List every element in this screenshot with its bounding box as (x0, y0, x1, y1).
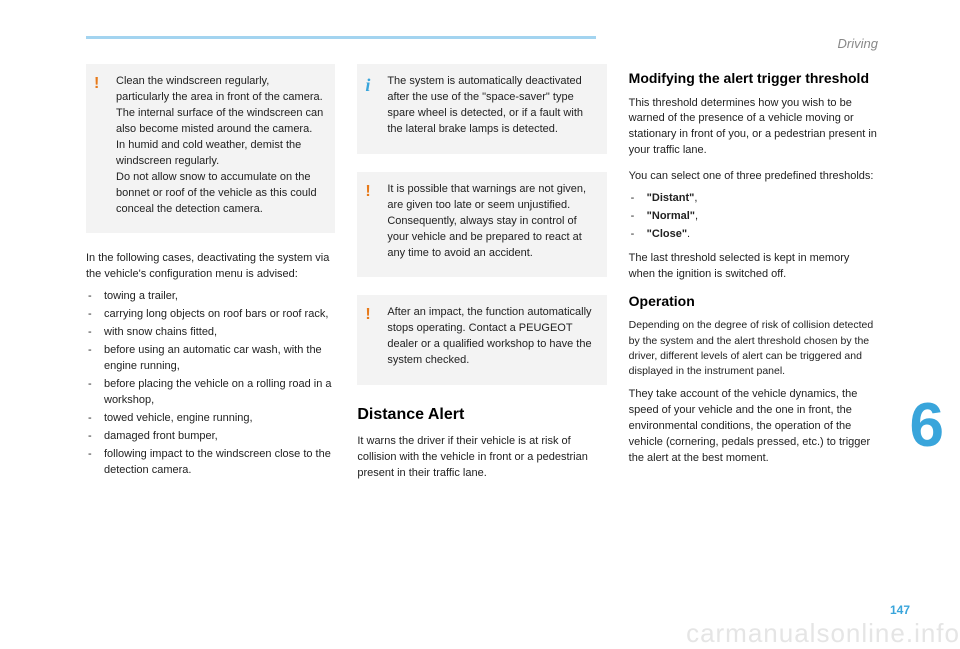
list-item: towing a trailer, (86, 289, 335, 305)
threshold-list: "Distant", "Normal", "Close". (629, 191, 878, 243)
threshold-label: "Distant" (647, 192, 695, 204)
column-1: ! Clean the windscreen regularly, partic… (86, 64, 335, 488)
list-item-text: carrying long objects on roof bars or ro… (104, 307, 335, 323)
warning-text: Clean the windscreen regularly, particul… (98, 74, 323, 217)
top-blue-rule (86, 36, 596, 39)
info-icon: i (365, 72, 370, 98)
list-item: with snow chains fitted, (86, 325, 335, 341)
list-item: before placing the vehicle on a rolling … (86, 377, 335, 409)
list-item-text: damaged front bumper, (104, 429, 335, 445)
info-box-deactivated: i The system is automatically deactivate… (357, 64, 606, 154)
list-item: "Close". (629, 227, 878, 243)
info-text: The system is automatically deactivated … (369, 74, 594, 138)
list-item-text: towing a trailer, (104, 289, 335, 305)
list-item-text: with snow chains fitted, (104, 325, 335, 341)
list-item-text: before using an automatic car wash, with… (104, 343, 335, 375)
column-2: i The system is automatically deactivate… (357, 64, 606, 488)
list-item-text: towed vehicle, engine running, (104, 411, 335, 427)
exclamation-icon: ! (365, 303, 370, 326)
column-3: Modifying the alert trigger threshold Th… (629, 64, 878, 488)
warning-box-windscreen: ! Clean the windscreen regularly, partic… (86, 64, 335, 233)
section-header: Driving (838, 36, 878, 51)
threshold-select-intro: You can select one of three predefined t… (629, 169, 878, 185)
warning-box-impact: ! After an impact, the function automati… (357, 295, 606, 385)
threshold-desc: This threshold determines how you wish t… (629, 96, 878, 160)
operation-p1: Depending on the degree of risk of colli… (629, 318, 878, 379)
exclamation-icon: ! (365, 180, 370, 203)
threshold-label: "Close" (647, 228, 687, 240)
list-item-content: "Normal", (647, 209, 878, 225)
heading-distance-alert: Distance Alert (357, 403, 606, 426)
exclamation-icon: ! (94, 72, 99, 95)
list-item: carrying long objects on roof bars or ro… (86, 307, 335, 323)
list-item: "Distant", (629, 191, 878, 207)
content-columns: ! Clean the windscreen regularly, partic… (86, 64, 878, 488)
warning-box-warnings: ! It is possible that warnings are not g… (357, 172, 606, 278)
list-item: before using an automatic car wash, with… (86, 343, 335, 375)
list-item-content: "Distant", (647, 191, 878, 207)
warning-text: After an impact, the function automatica… (369, 305, 594, 369)
heading-operation: Operation (629, 293, 878, 311)
list-item: towed vehicle, engine running, (86, 411, 335, 427)
deactivation-intro: In the following cases, deactivating the… (86, 251, 335, 283)
list-item: damaged front bumper, (86, 429, 335, 445)
watermark: carmanualsonline.info (686, 618, 960, 649)
page-number: 147 (890, 603, 910, 617)
operation-p2: They take account of the vehicle dynamic… (629, 387, 878, 467)
threshold-memory: The last threshold selected is kept in m… (629, 251, 878, 283)
warning-text: It is possible that warnings are not giv… (369, 182, 594, 262)
list-item-text: following impact to the windscreen close… (104, 447, 335, 479)
list-item-text: before placing the vehicle on a rolling … (104, 377, 335, 409)
threshold-tail: , (694, 192, 697, 204)
list-item-content: "Close". (647, 227, 878, 243)
threshold-tail: , (695, 210, 698, 222)
heading-modify-threshold: Modifying the alert trigger threshold (629, 70, 878, 88)
list-item: following impact to the windscreen close… (86, 447, 335, 479)
threshold-label: "Normal" (647, 210, 695, 222)
threshold-tail: . (687, 228, 690, 240)
manual-page: Driving ! Clean the windscreen regularly… (0, 0, 960, 649)
list-item: "Normal", (629, 209, 878, 225)
distance-alert-text: It warns the driver if their vehicle is … (357, 434, 606, 482)
chapter-number: 6 (910, 390, 944, 461)
deactivation-list: towing a trailer, carrying long objects … (86, 289, 335, 478)
